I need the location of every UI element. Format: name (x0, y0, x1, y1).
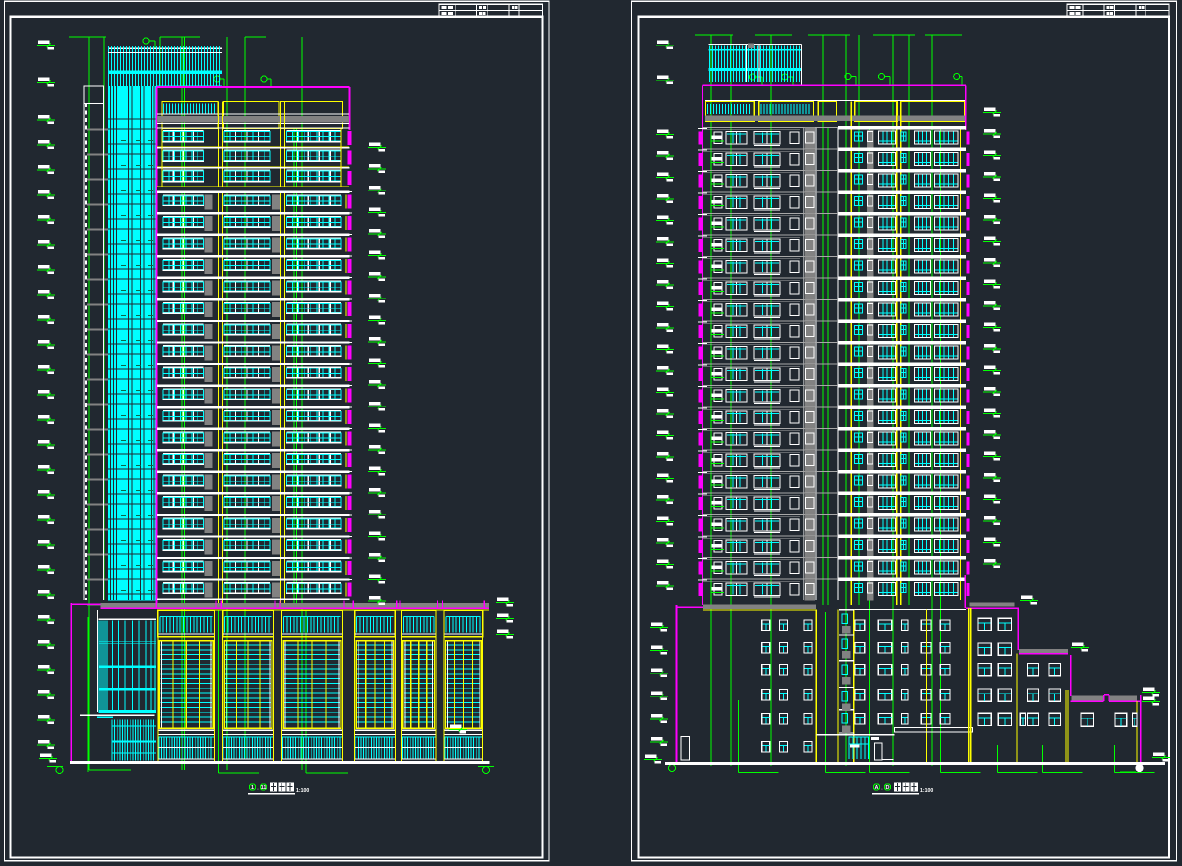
svg-text:.: . (257, 786, 259, 792)
svg-text:1: 1 (251, 785, 254, 791)
svg-text:D: D (886, 785, 890, 791)
svg-text:.: . (881, 786, 883, 792)
svg-text:11: 11 (261, 785, 267, 791)
svg-text:1:100: 1:100 (296, 788, 309, 794)
svg-text:1:100: 1:100 (920, 788, 933, 794)
svg-text:A: A (875, 785, 879, 791)
